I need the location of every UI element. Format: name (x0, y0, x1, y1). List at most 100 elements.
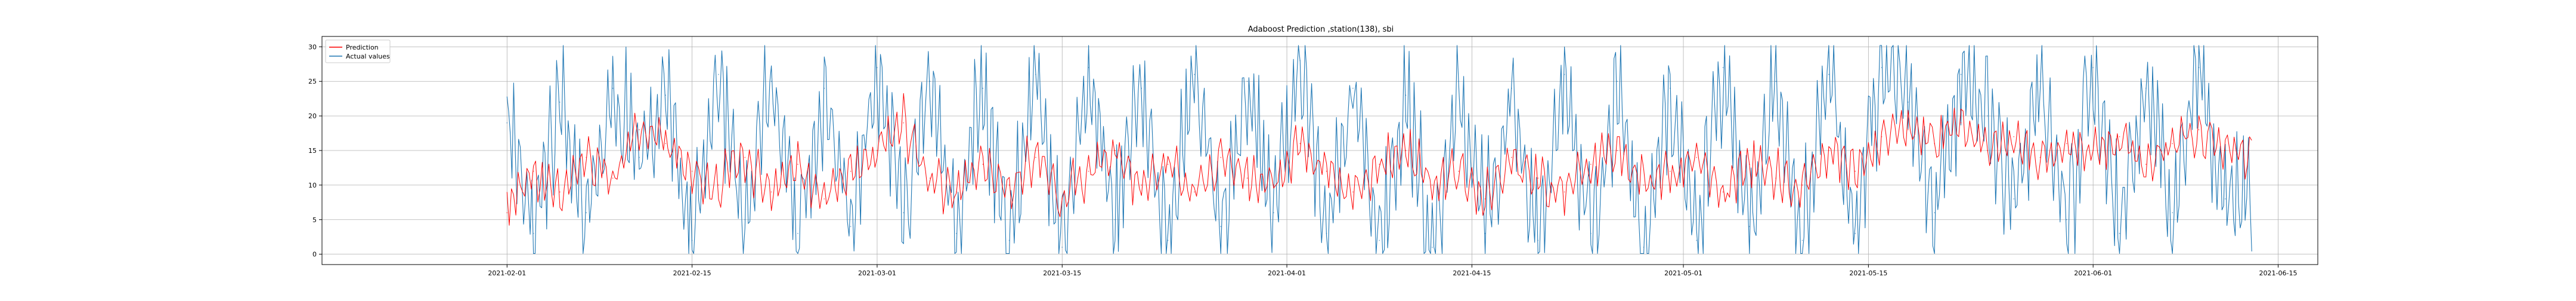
data-point (982, 87, 984, 89)
data-point (1907, 129, 1909, 131)
data-point (1801, 184, 1803, 186)
data-point (1854, 170, 1856, 172)
data-point (2092, 67, 2094, 68)
data-point (1061, 198, 1063, 199)
data-point (1141, 184, 1143, 186)
data-point (2013, 136, 2015, 137)
data-point (982, 164, 984, 165)
data-point (612, 87, 614, 89)
data-point (1220, 156, 1222, 158)
data-point (1986, 115, 1988, 117)
data-point (1220, 226, 1222, 228)
data-point (1352, 87, 1354, 89)
data-point (1405, 94, 1407, 96)
series-line-actual-values (506, 45, 2252, 254)
data-point (823, 198, 825, 199)
data-point (2145, 164, 2147, 165)
data-point (1458, 81, 1460, 82)
data-point (797, 164, 798, 165)
data-point (1484, 198, 1486, 199)
data-point (2119, 233, 2120, 234)
data-point (903, 212, 905, 214)
data-point (2198, 129, 2200, 131)
data-point (2066, 219, 2067, 220)
data-point (1484, 233, 1486, 234)
x-tick-label: 2021-03-15 (1043, 269, 1081, 277)
data-point (1669, 170, 1671, 172)
data-point (1748, 226, 1750, 228)
data-point (586, 212, 587, 214)
data-point (1960, 122, 1962, 124)
data-point (1537, 177, 1539, 179)
data-point (639, 129, 640, 131)
data-point (797, 233, 798, 234)
data-point (770, 81, 772, 82)
data-point (718, 184, 719, 186)
y-tick-label: 15 (308, 147, 317, 155)
data-point (2172, 212, 2174, 214)
data-point (1881, 136, 1883, 137)
data-point (1432, 184, 1433, 186)
data-point (1458, 170, 1460, 172)
data-point (1008, 239, 1010, 241)
data-point (532, 233, 534, 234)
x-tick-label: 2021-02-01 (488, 269, 526, 277)
data-point (1352, 191, 1354, 193)
data-point (1696, 156, 1698, 158)
x-tick-label: 2021-02-15 (673, 269, 711, 277)
data-point (1299, 143, 1301, 145)
data-point (1828, 150, 1829, 151)
y-tick-label: 5 (312, 216, 317, 224)
x-tick-label: 2021-03-01 (858, 269, 896, 277)
data-point (1061, 247, 1063, 248)
data-point (1246, 81, 1248, 82)
data-point (2198, 67, 2200, 68)
data-point (2119, 136, 2120, 137)
data-point (2145, 87, 2147, 89)
data-point (1511, 87, 1512, 89)
x-tick-label: 2021-05-15 (1849, 269, 1887, 277)
data-point (850, 170, 852, 172)
data-point (2039, 81, 2041, 82)
data-point (823, 87, 825, 89)
data-point (1299, 60, 1301, 62)
x-tick-label: 2021-06-15 (2259, 269, 2298, 277)
data-point (1828, 73, 1829, 75)
data-point (1907, 102, 1909, 103)
data-point (1008, 184, 1010, 186)
y-tick-label: 20 (308, 112, 317, 120)
data-point (639, 156, 640, 158)
data-point (956, 233, 957, 234)
data-point (2092, 150, 2094, 151)
x-tick-label: 2021-04-01 (1268, 269, 1306, 277)
data-point (1088, 67, 1089, 68)
y-axis: 0 5 10 15 20 25 30 (308, 43, 322, 259)
data-point (1590, 233, 1592, 234)
data-point (2066, 143, 2067, 145)
data-point (1035, 156, 1036, 158)
x-tick-label: 2021-04-15 (1453, 269, 1491, 277)
chart-title: Adaboost Prediction ,station(138), sbi (1248, 25, 1394, 34)
data-point (2224, 198, 2226, 199)
data-point (1854, 233, 1856, 234)
data-point (956, 191, 957, 193)
y-tick-label: 30 (308, 43, 317, 51)
data-point (1537, 239, 1539, 241)
data-point (1563, 73, 1565, 75)
data-point (665, 143, 667, 145)
data-point (850, 226, 852, 228)
data-point (1326, 170, 1327, 172)
data-point (744, 156, 746, 158)
data-point (559, 191, 561, 193)
x-axis: 2021-02-01 2021-02-15 2021-03-01 2021-03-15… (488, 265, 2297, 277)
data-point (1326, 233, 1327, 234)
data-point (2172, 143, 2174, 145)
data-point (1617, 81, 1618, 82)
data-point (2039, 156, 2041, 158)
x-tick-label: 2021-05-01 (1664, 269, 1702, 277)
y-tick-label: 0 (312, 251, 317, 259)
series-line-prediction (506, 93, 2252, 226)
data-point (1590, 164, 1592, 165)
data-point (559, 102, 561, 103)
data-point (691, 239, 693, 241)
